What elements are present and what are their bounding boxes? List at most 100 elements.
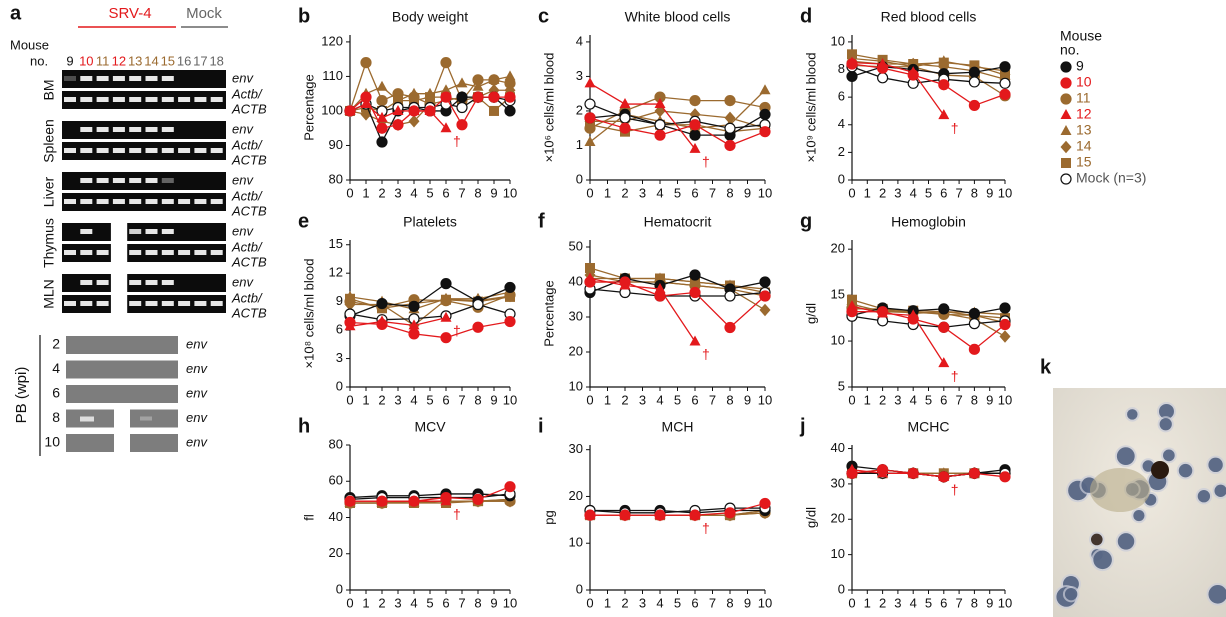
x-tick-label: 9 (986, 595, 993, 610)
y-axis-label: ×10⁹ cells/ml blood (803, 53, 818, 163)
y-tick-label: 40 (831, 440, 845, 455)
series-line (851, 53, 1006, 76)
marker (488, 73, 500, 84)
panel-label: g (800, 210, 812, 232)
gel-band (145, 280, 158, 285)
tissue-label: Liver (41, 176, 57, 207)
gel-band (145, 199, 158, 204)
marker (344, 105, 356, 117)
marker (999, 302, 1011, 314)
marker (724, 122, 736, 134)
x-tick-label: 10 (758, 185, 772, 200)
chart-title: MCV (414, 419, 446, 435)
chart-title: White blood cells (625, 9, 731, 25)
gel-band (161, 199, 174, 204)
marker (938, 57, 949, 68)
marker (1060, 61, 1072, 73)
x-tick-label: 2 (879, 185, 886, 200)
axis (851, 445, 1005, 591)
x-tick-label: 5 (426, 392, 433, 407)
gel-image (62, 70, 226, 88)
marker (968, 318, 981, 330)
marker (376, 297, 388, 310)
x-tick-label: 1 (604, 595, 611, 610)
x-tick-label: 6 (442, 185, 449, 200)
panel-label: a (10, 2, 22, 24)
gel-band (112, 178, 125, 183)
y-axis-label: fl (301, 514, 316, 521)
chart-title: Body weight (392, 9, 468, 25)
y-tick-label: 3 (336, 350, 343, 365)
cell-nucleus (1093, 550, 1112, 570)
no-label: no. (30, 53, 48, 68)
marker (392, 104, 404, 115)
marker (440, 491, 452, 504)
gel-image (66, 336, 178, 354)
gel-band (210, 199, 223, 204)
tissue-label: Thymus (41, 218, 57, 268)
marker (504, 70, 516, 81)
pb-label: PB (wpi) (13, 367, 30, 424)
gene-label: env (186, 410, 208, 425)
x-tick-label: 2 (621, 595, 628, 610)
gene-label: env (186, 385, 208, 400)
marker (619, 122, 631, 134)
tissue-label: BM (41, 80, 57, 101)
marker (968, 66, 981, 78)
marker (689, 142, 701, 153)
y-axis-label: g/dl (803, 507, 818, 528)
x-tick-label: 6 (442, 392, 449, 407)
legend-label: 10 (1076, 74, 1092, 90)
x-tick-label: 4 (656, 185, 663, 200)
marker (999, 61, 1011, 73)
legend-label: 14 (1076, 138, 1092, 154)
gel-band (145, 301, 158, 306)
annotation: † (951, 482, 959, 498)
x-tick-label: 4 (656, 595, 663, 610)
marker (724, 290, 736, 302)
x-tick-label: 5 (426, 185, 433, 200)
legend-label: 15 (1076, 154, 1092, 170)
x-tick-label: 8 (474, 185, 481, 200)
x-tick-label: 10 (503, 185, 517, 200)
cell-nucleus (1116, 447, 1135, 466)
legend-title: Mouse (1060, 28, 1102, 44)
gel-band (178, 97, 191, 102)
y-tick-label: 80 (329, 171, 343, 186)
marker (408, 495, 420, 507)
gene-label: Actb/ (231, 188, 263, 203)
marker (409, 95, 419, 106)
x-tick-label: 9 (744, 595, 751, 610)
marker (440, 91, 452, 103)
marker (504, 481, 516, 493)
y-tick-label: 50 (569, 238, 583, 253)
pb-week: 2 (52, 336, 60, 352)
marker (408, 319, 420, 330)
legend-label: 12 (1076, 106, 1092, 122)
gel-band (96, 178, 109, 183)
gel-band (64, 148, 76, 153)
marker (999, 77, 1011, 89)
x-tick-label: 10 (998, 595, 1012, 610)
marker (999, 471, 1011, 483)
gene-label: env (232, 70, 254, 85)
x-tick-label: 5 (426, 595, 433, 610)
cell-nucleus (1117, 533, 1135, 550)
series-line (590, 110, 766, 129)
gel-band (129, 199, 142, 204)
marker (938, 303, 950, 315)
x-tick-label: 6 (940, 392, 947, 407)
gel-band (96, 76, 109, 81)
marker (689, 335, 701, 346)
marker (344, 495, 356, 507)
x-tick-label: 5 (925, 595, 932, 610)
gene-label: ACTB (231, 203, 267, 218)
marker (619, 276, 631, 288)
mock-label: Mock (186, 5, 222, 22)
marker (472, 493, 484, 505)
x-tick-label: 8 (726, 392, 733, 407)
marker (393, 95, 403, 106)
y-tick-label: 10 (831, 546, 845, 561)
x-tick-label: 1 (864, 595, 871, 610)
